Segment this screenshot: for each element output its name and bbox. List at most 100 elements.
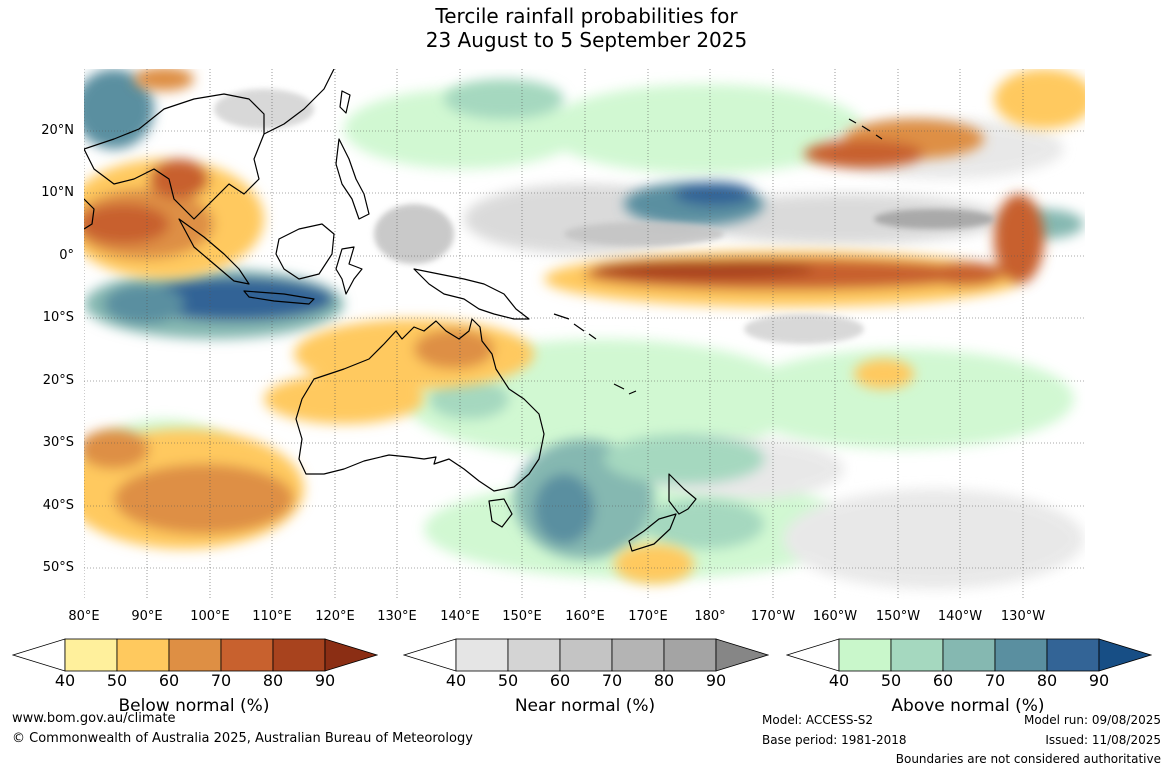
near-normal-swatch-over <box>715 638 769 672</box>
borneo-coast <box>275 223 335 280</box>
above-normal-tick-label: 60 <box>932 671 954 690</box>
above-normal-tick-label: 40 <box>828 671 850 690</box>
title-line-2: 23 August to 5 September 2025 <box>425 28 748 52</box>
lon-label: 160°E <box>565 609 605 624</box>
philippines-coast <box>335 138 370 220</box>
website-text: www.bom.gov.au/climate <box>12 711 176 726</box>
java-coast <box>243 290 315 305</box>
near-normal-swatch <box>559 638 613 672</box>
near-normal-tick-label: 40 <box>445 671 467 690</box>
near-normal-tick-label: 90 <box>705 671 727 690</box>
graticule <box>84 69 1085 600</box>
below-normal-swatch <box>116 638 170 672</box>
new-zealand-coast <box>628 473 697 552</box>
lon-label: 150°W <box>875 609 921 624</box>
lat-label-40s: 40°S <box>42 498 74 513</box>
lat-label-10n: 10°N <box>41 185 74 200</box>
lon-label: 90°E <box>131 609 163 624</box>
tasmania-coast <box>488 498 513 528</box>
india-coast <box>84 198 95 230</box>
below-normal-tick-label: 60 <box>158 671 180 690</box>
new-guinea-coast <box>413 268 530 320</box>
near-normal-tick-label: 60 <box>549 671 571 690</box>
above-normal-tick-label: 70 <box>984 671 1006 690</box>
below-normal-swatch-under <box>12 638 66 672</box>
below-normal-tick-label: 70 <box>210 671 232 690</box>
above-normal-tick-label: 80 <box>1036 671 1058 690</box>
lat-label-0: 0° <box>59 248 74 263</box>
base-period-text: Base period: 1981-2018 <box>762 733 907 747</box>
issued-text: Issued: 11/08/2025 <box>1045 733 1161 747</box>
below-normal-swatch <box>220 638 274 672</box>
above-normal-tick-label: 90 <box>1088 671 1110 690</box>
above-normal-swatch-under <box>786 638 840 672</box>
lon-label: 130°W <box>1000 609 1046 624</box>
lon-label: 110°E <box>252 609 292 624</box>
below-normal-tick-label: 90 <box>314 671 336 690</box>
below-normal-tick-label: 40 <box>54 671 76 690</box>
above-normal-swatch <box>1046 638 1100 672</box>
se-asia-coast <box>84 93 265 220</box>
above-normal-swatch <box>890 638 944 672</box>
lat-label-20n: 20°N <box>41 123 74 138</box>
lon-label: 140°E <box>440 609 480 624</box>
above-normal-colorbar <box>786 638 1152 672</box>
probability-map <box>84 69 1085 600</box>
hawaii-islands <box>848 118 883 140</box>
model-text: Model: ACCESS-S2 <box>762 713 874 727</box>
above-normal-tick-label: 50 <box>880 671 902 690</box>
china-coast <box>263 69 335 135</box>
lon-label: 120°E <box>315 609 355 624</box>
near-normal-tick-label: 80 <box>653 671 675 690</box>
lon-label: 100°E <box>190 609 230 624</box>
lat-label-10s: 10°S <box>42 310 74 325</box>
below-normal-colorbar <box>12 638 378 672</box>
lat-label-30s: 30°S <box>42 435 74 450</box>
map-title: Tercile rainfall probabilities for 23 Au… <box>0 4 1173 52</box>
above-normal-swatch-over <box>1098 638 1152 672</box>
australia-coast <box>295 318 545 492</box>
below-normal-swatch <box>272 638 326 672</box>
map-canvas <box>84 69 1085 600</box>
below-normal-tick-label: 80 <box>262 671 284 690</box>
lon-label: 150°E <box>502 609 542 624</box>
above-normal-label: Above normal (%) <box>891 696 1045 716</box>
probability-field <box>84 69 1085 589</box>
below-normal-tick-label: 50 <box>106 671 128 690</box>
lon-label: 80°E <box>68 609 100 624</box>
copyright-text: © Commonwealth of Australia 2025, Austra… <box>12 731 473 746</box>
lon-label: 140°W <box>937 609 983 624</box>
near-normal-swatch <box>663 638 717 672</box>
taiwan-coast <box>339 90 351 114</box>
below-normal-label: Below normal (%) <box>118 696 270 716</box>
near-normal-swatch <box>455 638 509 672</box>
sumatra-coast <box>178 218 250 285</box>
near-normal-swatch-under <box>403 638 457 672</box>
lon-label: 160°W <box>812 609 858 624</box>
below-normal-swatch-over <box>324 638 378 672</box>
near-normal-colorbar <box>403 638 769 672</box>
near-normal-swatch <box>611 638 665 672</box>
model-run-text: Model run: 09/08/2025 <box>1023 713 1161 727</box>
lon-label: 170°E <box>628 609 668 624</box>
near-normal-label: Near normal (%) <box>514 696 656 716</box>
boundaries-disclaimer: Boundaries are not considered authoritat… <box>895 752 1161 766</box>
lat-label-20s: 20°S <box>42 373 74 388</box>
title-line-1: Tercile rainfall probabilities for <box>435 4 738 28</box>
near-normal-swatch <box>507 638 561 672</box>
above-normal-swatch <box>942 638 996 672</box>
above-normal-swatch <box>994 638 1048 672</box>
below-normal-swatch <box>64 638 118 672</box>
near-normal-tick-label: 70 <box>601 671 623 690</box>
fiji-islands <box>613 383 637 395</box>
lon-label: 130°E <box>377 609 417 624</box>
solomon-islands <box>553 313 597 340</box>
lon-label: 180° <box>694 609 726 624</box>
above-normal-swatch <box>838 638 892 672</box>
near-normal-tick-label: 50 <box>497 671 519 690</box>
below-normal-swatch <box>168 638 222 672</box>
coastlines <box>84 69 883 552</box>
lon-label: 170°W <box>750 609 796 624</box>
sulawesi-coast <box>335 246 363 295</box>
lat-label-50s: 50°S <box>42 560 74 575</box>
